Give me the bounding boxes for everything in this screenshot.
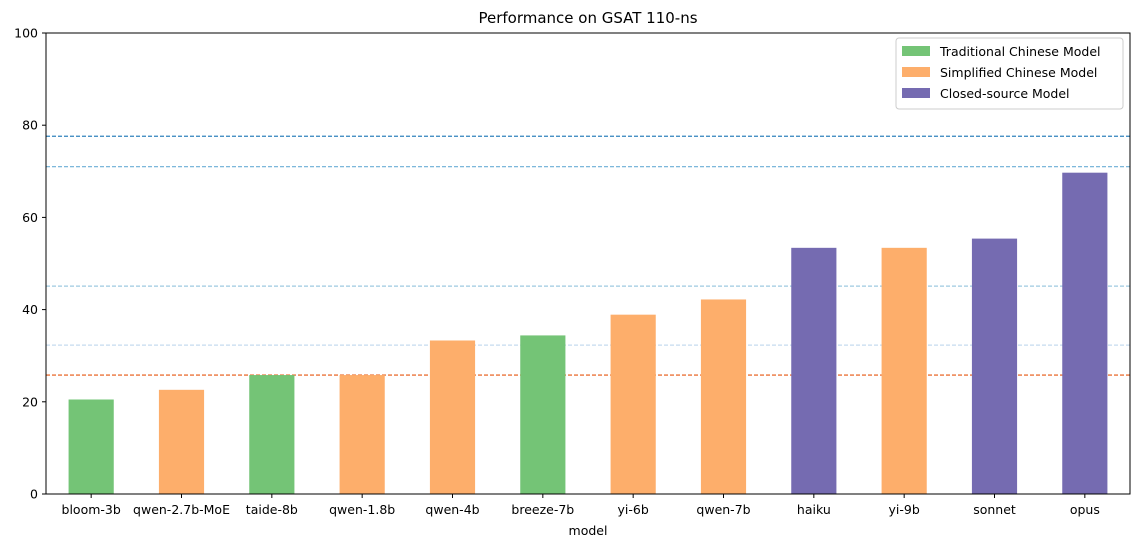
bar-bloom-3b [68,399,114,494]
plot-frame [45,32,1131,495]
x-tick-label: yi-9b [889,502,920,517]
chart-title: Performance on GSAT 110-ns [478,9,697,27]
legend: Traditional Chinese Model Simplified Chin… [895,37,1124,110]
x-tick-label: qwen-7b [696,502,750,517]
reference-lines [46,135,1130,376]
x-tick-label: breeze-7b [511,502,574,517]
y-tick-label: 100 [14,26,38,41]
bar-qwen-1.8b [339,375,385,494]
bar-opus [1062,172,1108,495]
legend-swatch [902,67,930,77]
x-tick-label: haiku [797,502,831,517]
legend-swatch [902,88,930,98]
bar-breeze-7b [520,335,566,494]
x-tick-label: qwen-4b [425,502,479,517]
bar-qwen-7b [700,299,747,494]
bar-yi-6b [610,314,656,494]
y-tick-label: 20 [22,394,38,409]
x-axis: bloom-3b qwen-2.7b-MoE taide-8b qwen-1.8b qw… [62,494,1100,517]
bar-yi-9b [881,247,927,494]
bar-sonnet [971,238,1018,494]
bar-haiku [791,247,837,494]
y-axis: 0 20 40 60 80 100 [14,26,46,502]
y-tick-label: 80 [22,118,38,133]
bar-qwen-4b [429,340,476,494]
x-tick-label: taide-8b [246,502,298,517]
bars [68,172,1108,495]
y-tick-label: 0 [30,487,38,502]
x-tick-label: qwen-1.8b [329,502,395,517]
bar-taide-8b [249,375,295,494]
legend-label: Simplified Chinese Model [940,65,1097,80]
legend-label: Traditional Chinese Model [939,44,1101,59]
bar-qwen-2.7b-MoE [158,389,205,494]
x-axis-title: model [569,523,608,538]
x-tick-label: yi-6b [618,502,649,517]
legend-frame [895,37,1124,110]
y-tick-label: 60 [22,210,38,225]
legend-label: Closed-source Model [940,86,1070,101]
x-tick-label: bloom-3b [62,502,121,517]
legend-swatch [902,46,930,56]
y-tick-label: 40 [22,302,38,317]
x-tick-label: opus [1070,502,1100,517]
x-tick-label: qwen-2.7b-MoE [133,502,230,517]
x-tick-label: sonnet [973,502,1016,517]
